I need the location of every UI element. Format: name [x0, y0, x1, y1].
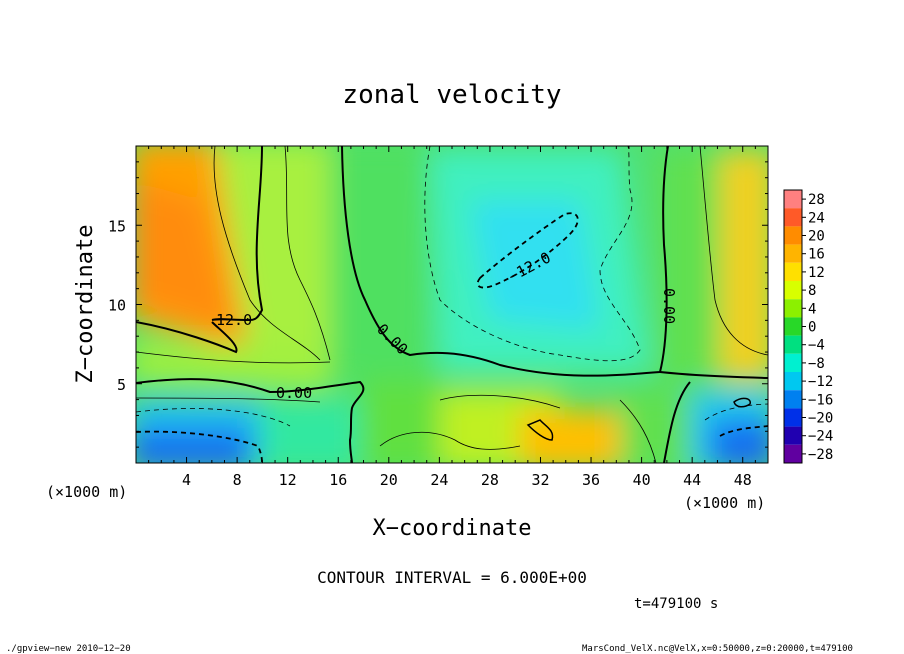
contour-label: 12.0: [216, 311, 252, 329]
x-tick-label: 40: [633, 471, 651, 489]
x-tick-label: 24: [430, 471, 448, 489]
colorbar-swatch: [784, 281, 802, 300]
x-tick-label: 8: [233, 471, 242, 489]
colorbar-swatch: [784, 208, 802, 227]
colorbar-swatch: [784, 190, 802, 209]
time-text: t=479100 s: [634, 596, 718, 612]
colorbar-swatch: [784, 299, 802, 318]
colorbar-label: 24: [808, 210, 825, 226]
colorbar-label: −20: [808, 411, 833, 427]
heatmap-field: [136, 146, 768, 463]
colorbar-swatch: [784, 335, 802, 354]
colorbar-swatch: [784, 444, 802, 463]
x-tick-label: 48: [734, 471, 752, 489]
colorbar-swatch: [784, 390, 802, 409]
colorbar-label: 12: [808, 265, 825, 281]
colorbar-swatch: [784, 372, 802, 391]
x-tick-label: 12: [279, 471, 297, 489]
y-tick-label: 15: [108, 217, 126, 235]
colorbar-swatch: [784, 244, 802, 263]
y-tick-label: 5: [117, 376, 126, 394]
colorbar-label: 8: [808, 283, 816, 299]
colorbar-label: −8: [808, 356, 825, 372]
colorbar-label: −24: [808, 429, 833, 445]
x-tick-label: 4: [182, 471, 191, 489]
y-axis-label: Z−coordinate: [73, 225, 98, 384]
x-unit-label-left: (×1000 m): [46, 483, 127, 501]
x-tick-label: 44: [683, 471, 701, 489]
colorbar: 28 24 20 16 12 8 4 0 −4 −8 −12 −16 −20 −24 −28: [783, 189, 833, 464]
colorbar-label: −28: [808, 447, 833, 463]
x-tick-label: 32: [531, 471, 549, 489]
colorbar-label: −4: [808, 338, 825, 354]
colorbar-label: −12: [808, 374, 833, 390]
chart-title: zonal velocity: [342, 80, 561, 110]
colorbar-swatch: [784, 226, 802, 245]
footer-left: ./gpview−new 2010−12−20: [6, 644, 131, 654]
colorbar-swatch: [784, 408, 802, 427]
colorbar-label: 4: [808, 301, 816, 317]
contour-label: 0.00: [660, 288, 678, 324]
colorbar-label: 0: [808, 320, 816, 336]
colorbar-label: 16: [808, 247, 825, 263]
contour-interval-text: CONTOUR INTERVAL = 6.000E+00: [317, 568, 587, 587]
colorbar-swatch: [784, 262, 802, 281]
colorbar-label: 28: [808, 192, 825, 208]
colorbar-swatch: [784, 426, 802, 445]
x-axis-ticks: 4 8 12 16 20 24 28 32 36 40 44 48: [148, 146, 756, 489]
y-tick-label: 10: [108, 297, 126, 315]
x-tick-label: 36: [582, 471, 600, 489]
x-tick-label: 16: [329, 471, 347, 489]
x-tick-label: 28: [481, 471, 499, 489]
contour-label: 0.00: [276, 384, 312, 402]
y-axis-ticks: 5 10 15: [108, 161, 768, 448]
colorbar-label: −16: [808, 392, 833, 408]
colorbar-swatch: [784, 353, 802, 372]
x-tick-label: 20: [380, 471, 398, 489]
colorbar-label: 20: [808, 229, 825, 245]
x-axis-label: X−coordinate: [373, 516, 532, 541]
footer-right: MarsCond_VelX.nc@VelX,x=0:50000,z=0:2000…: [582, 644, 853, 654]
colorbar-swatch: [784, 317, 802, 336]
x-unit-label-right: (×1000 m): [684, 494, 765, 512]
